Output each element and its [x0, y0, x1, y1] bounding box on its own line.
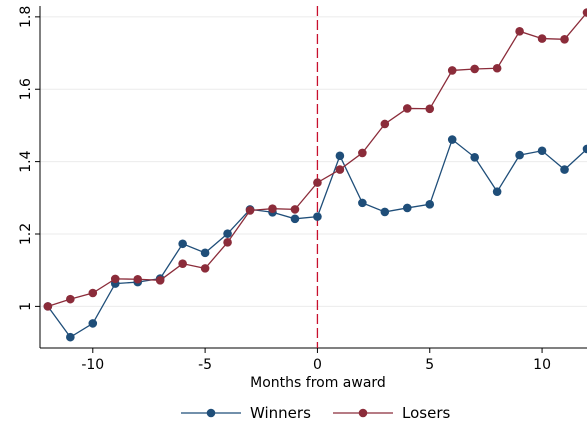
- y-tick-label: 1: [18, 302, 34, 311]
- data-point-winners: [425, 200, 435, 209]
- data-point-losers: [313, 178, 322, 187]
- series-losers: [43, 8, 587, 311]
- data-point-losers: [447, 66, 457, 75]
- data-point-losers: [66, 294, 75, 304]
- data-point-losers: [380, 119, 390, 129]
- data-point-winners: [358, 198, 367, 208]
- data-point-winners: [178, 239, 187, 249]
- data-point-winners: [447, 135, 457, 144]
- data-point-losers: [515, 27, 524, 36]
- y-tick-label: 1.4: [18, 150, 34, 172]
- data-point-losers: [268, 204, 277, 213]
- data-point-losers: [290, 205, 300, 214]
- axes: 1 1.2 1.4 1.6 1.8 -10 -5 0 5 10: [18, 6, 587, 373]
- legend-item-winners: Winners: [181, 404, 311, 422]
- data-point-losers: [133, 274, 143, 284]
- data-point-winners: [515, 150, 524, 160]
- legend-item-losers: Losers: [333, 404, 450, 422]
- x-tick-label: -5: [198, 357, 212, 373]
- data-point-losers: [245, 206, 255, 215]
- data-point-winners: [560, 165, 569, 174]
- data-point-winners: [537, 146, 547, 156]
- legend-label-winners: Winners: [250, 404, 311, 422]
- data-point-losers: [88, 288, 98, 298]
- data-point-losers: [560, 34, 569, 44]
- legend-swatch-marker-winners: [206, 408, 216, 418]
- data-point-winners: [290, 214, 300, 224]
- data-point-winners: [313, 212, 322, 221]
- data-point-losers: [178, 259, 187, 268]
- data-point-losers: [110, 274, 120, 284]
- data-point-winners: [402, 203, 412, 213]
- data-point-losers: [223, 238, 232, 247]
- y-tick-label: 1.6: [18, 78, 34, 100]
- data-point-losers: [582, 8, 587, 17]
- data-point-losers: [492, 63, 502, 73]
- x-axis-title: Months from award: [250, 375, 386, 391]
- data-point-losers: [43, 302, 53, 311]
- legend-label-losers: Losers: [402, 404, 450, 422]
- data-point-winners: [335, 151, 345, 161]
- data-point-winners: [200, 248, 210, 258]
- x-tick-label: 0: [313, 357, 322, 373]
- legend: Winners Losers: [181, 404, 450, 422]
- data-point-losers: [335, 165, 345, 174]
- x-tick-label: 5: [425, 357, 434, 373]
- data-point-losers: [470, 64, 479, 74]
- y-tick-label: 1.8: [18, 6, 34, 28]
- data-point-losers: [537, 34, 547, 43]
- data-point-winners: [492, 187, 502, 196]
- data-point-losers: [425, 104, 435, 114]
- x-tick-label: -10: [81, 357, 104, 373]
- data-point-winners: [88, 319, 98, 328]
- data-point-losers: [402, 104, 412, 113]
- y-tick-label: 1.2: [18, 223, 34, 245]
- data-point-losers: [200, 264, 210, 273]
- data-point-winners: [380, 207, 390, 217]
- series-group: [43, 8, 587, 342]
- data-point-winners: [470, 152, 479, 162]
- data-point-winners: [66, 332, 75, 342]
- data-point-losers: [155, 276, 165, 285]
- gridlines: [40, 16, 587, 307]
- legend-swatch-marker-losers: [358, 408, 368, 418]
- x-tick-label: 10: [533, 357, 551, 373]
- data-point-losers: [358, 148, 367, 158]
- data-point-winners: [223, 229, 232, 238]
- data-point-winners: [582, 144, 587, 154]
